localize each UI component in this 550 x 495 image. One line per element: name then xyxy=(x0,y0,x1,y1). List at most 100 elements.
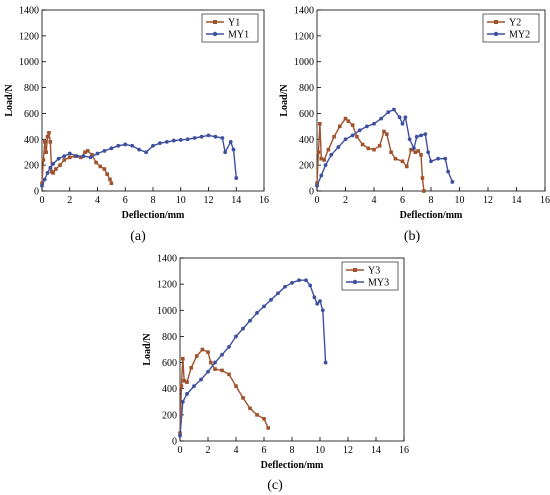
data-point xyxy=(116,143,121,148)
data-point xyxy=(392,107,396,112)
data-point xyxy=(51,171,55,175)
y-tick-label: 200 xyxy=(299,161,314,172)
legend-marker xyxy=(213,20,217,24)
data-point xyxy=(346,119,351,123)
x-tick-label: 16 xyxy=(259,195,269,206)
data-point xyxy=(48,165,53,170)
data-point xyxy=(102,149,107,153)
data-point xyxy=(312,295,317,300)
data-point xyxy=(234,384,238,388)
series-line xyxy=(179,348,269,434)
data-point xyxy=(269,297,273,302)
data-point xyxy=(179,384,184,388)
legend-box xyxy=(201,13,259,43)
series-y1 xyxy=(40,131,114,186)
data-point xyxy=(95,151,100,156)
data-point xyxy=(248,318,252,323)
y-tick-label: 600 xyxy=(162,358,177,369)
x-axis-label: Deflection/mm xyxy=(261,460,324,471)
data-point xyxy=(231,147,236,152)
data-point xyxy=(426,150,431,155)
series-y3 xyxy=(178,347,270,435)
x-tick-label: 14 xyxy=(512,195,522,206)
x-tick-label: 12 xyxy=(483,195,493,206)
x-tick-label: 0 xyxy=(315,195,320,206)
panel-c: 0 2 4 6 8 10 12 14 16 0 200 400 600 800 1000 1200 1400 De… xyxy=(142,254,409,494)
data-point xyxy=(446,169,450,174)
data-point xyxy=(372,147,376,152)
data-point xyxy=(90,153,94,157)
y-tick-label: 1200 xyxy=(294,31,314,42)
data-point xyxy=(343,116,348,121)
x-tick-label: 4 xyxy=(95,195,100,206)
data-point xyxy=(144,150,148,155)
data-point xyxy=(54,167,58,171)
data-point xyxy=(315,301,320,306)
x-tick-label: 2 xyxy=(343,195,348,206)
data-point xyxy=(357,128,362,133)
data-point xyxy=(178,138,183,142)
x-tick-label: 16 xyxy=(540,195,550,206)
y-tick-label: 800 xyxy=(24,83,39,94)
x-tick-label: 12 xyxy=(343,445,353,456)
y-tick-label: 600 xyxy=(24,109,39,120)
data-point xyxy=(360,142,365,147)
y-tick-label: 0 xyxy=(309,187,314,198)
data-point xyxy=(181,356,185,361)
data-point xyxy=(98,164,103,169)
x-tick-label: 2 xyxy=(206,445,211,456)
data-point xyxy=(223,150,228,155)
y-tick-label: 200 xyxy=(24,161,39,172)
data-point xyxy=(338,124,342,129)
panel-b: 0 2 4 6 8 10 12 14 16 0 200 400 600 800 1000 1200 1400 De… xyxy=(279,6,550,245)
data-point xyxy=(192,384,196,388)
data-point xyxy=(262,304,266,309)
data-point xyxy=(213,360,217,365)
x-tick-label: 0 xyxy=(40,195,45,206)
y-tick-label: 1000 xyxy=(157,306,177,317)
data-point xyxy=(350,123,355,127)
data-point xyxy=(377,143,382,148)
data-point xyxy=(407,137,412,142)
data-point xyxy=(386,110,391,115)
data-point xyxy=(130,143,135,148)
data-point xyxy=(151,143,155,148)
panel-label: (a) xyxy=(130,229,146,244)
legend-marker xyxy=(353,268,357,272)
data-point xyxy=(48,140,53,144)
x-tick-label: 10 xyxy=(455,195,465,206)
data-point xyxy=(241,396,245,400)
data-point xyxy=(185,137,190,142)
data-point xyxy=(397,115,402,120)
y-tick-label: 1400 xyxy=(19,6,39,17)
data-point xyxy=(74,154,79,158)
series-line xyxy=(41,132,113,184)
x-axis-label: Deflection/mm xyxy=(400,210,463,221)
data-point xyxy=(182,379,186,383)
x-tick-label: 14 xyxy=(231,195,241,206)
data-point xyxy=(234,334,238,339)
data-point xyxy=(308,283,313,288)
y-tick-label: 1400 xyxy=(294,6,314,17)
data-point xyxy=(323,360,328,365)
data-point xyxy=(350,133,355,138)
data-point xyxy=(343,137,348,142)
data-point xyxy=(105,172,110,176)
data-point xyxy=(420,176,425,180)
data-point xyxy=(227,344,231,349)
data-point xyxy=(206,133,211,138)
data-point xyxy=(199,134,204,139)
y-tick-label: 400 xyxy=(24,135,39,146)
x-tick-label: 8 xyxy=(429,195,434,206)
data-point xyxy=(109,181,114,186)
panel-label: (c) xyxy=(267,478,283,493)
y-tick-label: 1400 xyxy=(157,254,177,265)
series-y2 xyxy=(315,116,426,193)
data-point xyxy=(419,133,423,138)
y-tick-label: 1200 xyxy=(19,31,39,42)
x-tick-label: 6 xyxy=(400,195,405,206)
data-point xyxy=(283,284,287,289)
series-my3 xyxy=(178,278,328,438)
data-point xyxy=(319,156,324,161)
